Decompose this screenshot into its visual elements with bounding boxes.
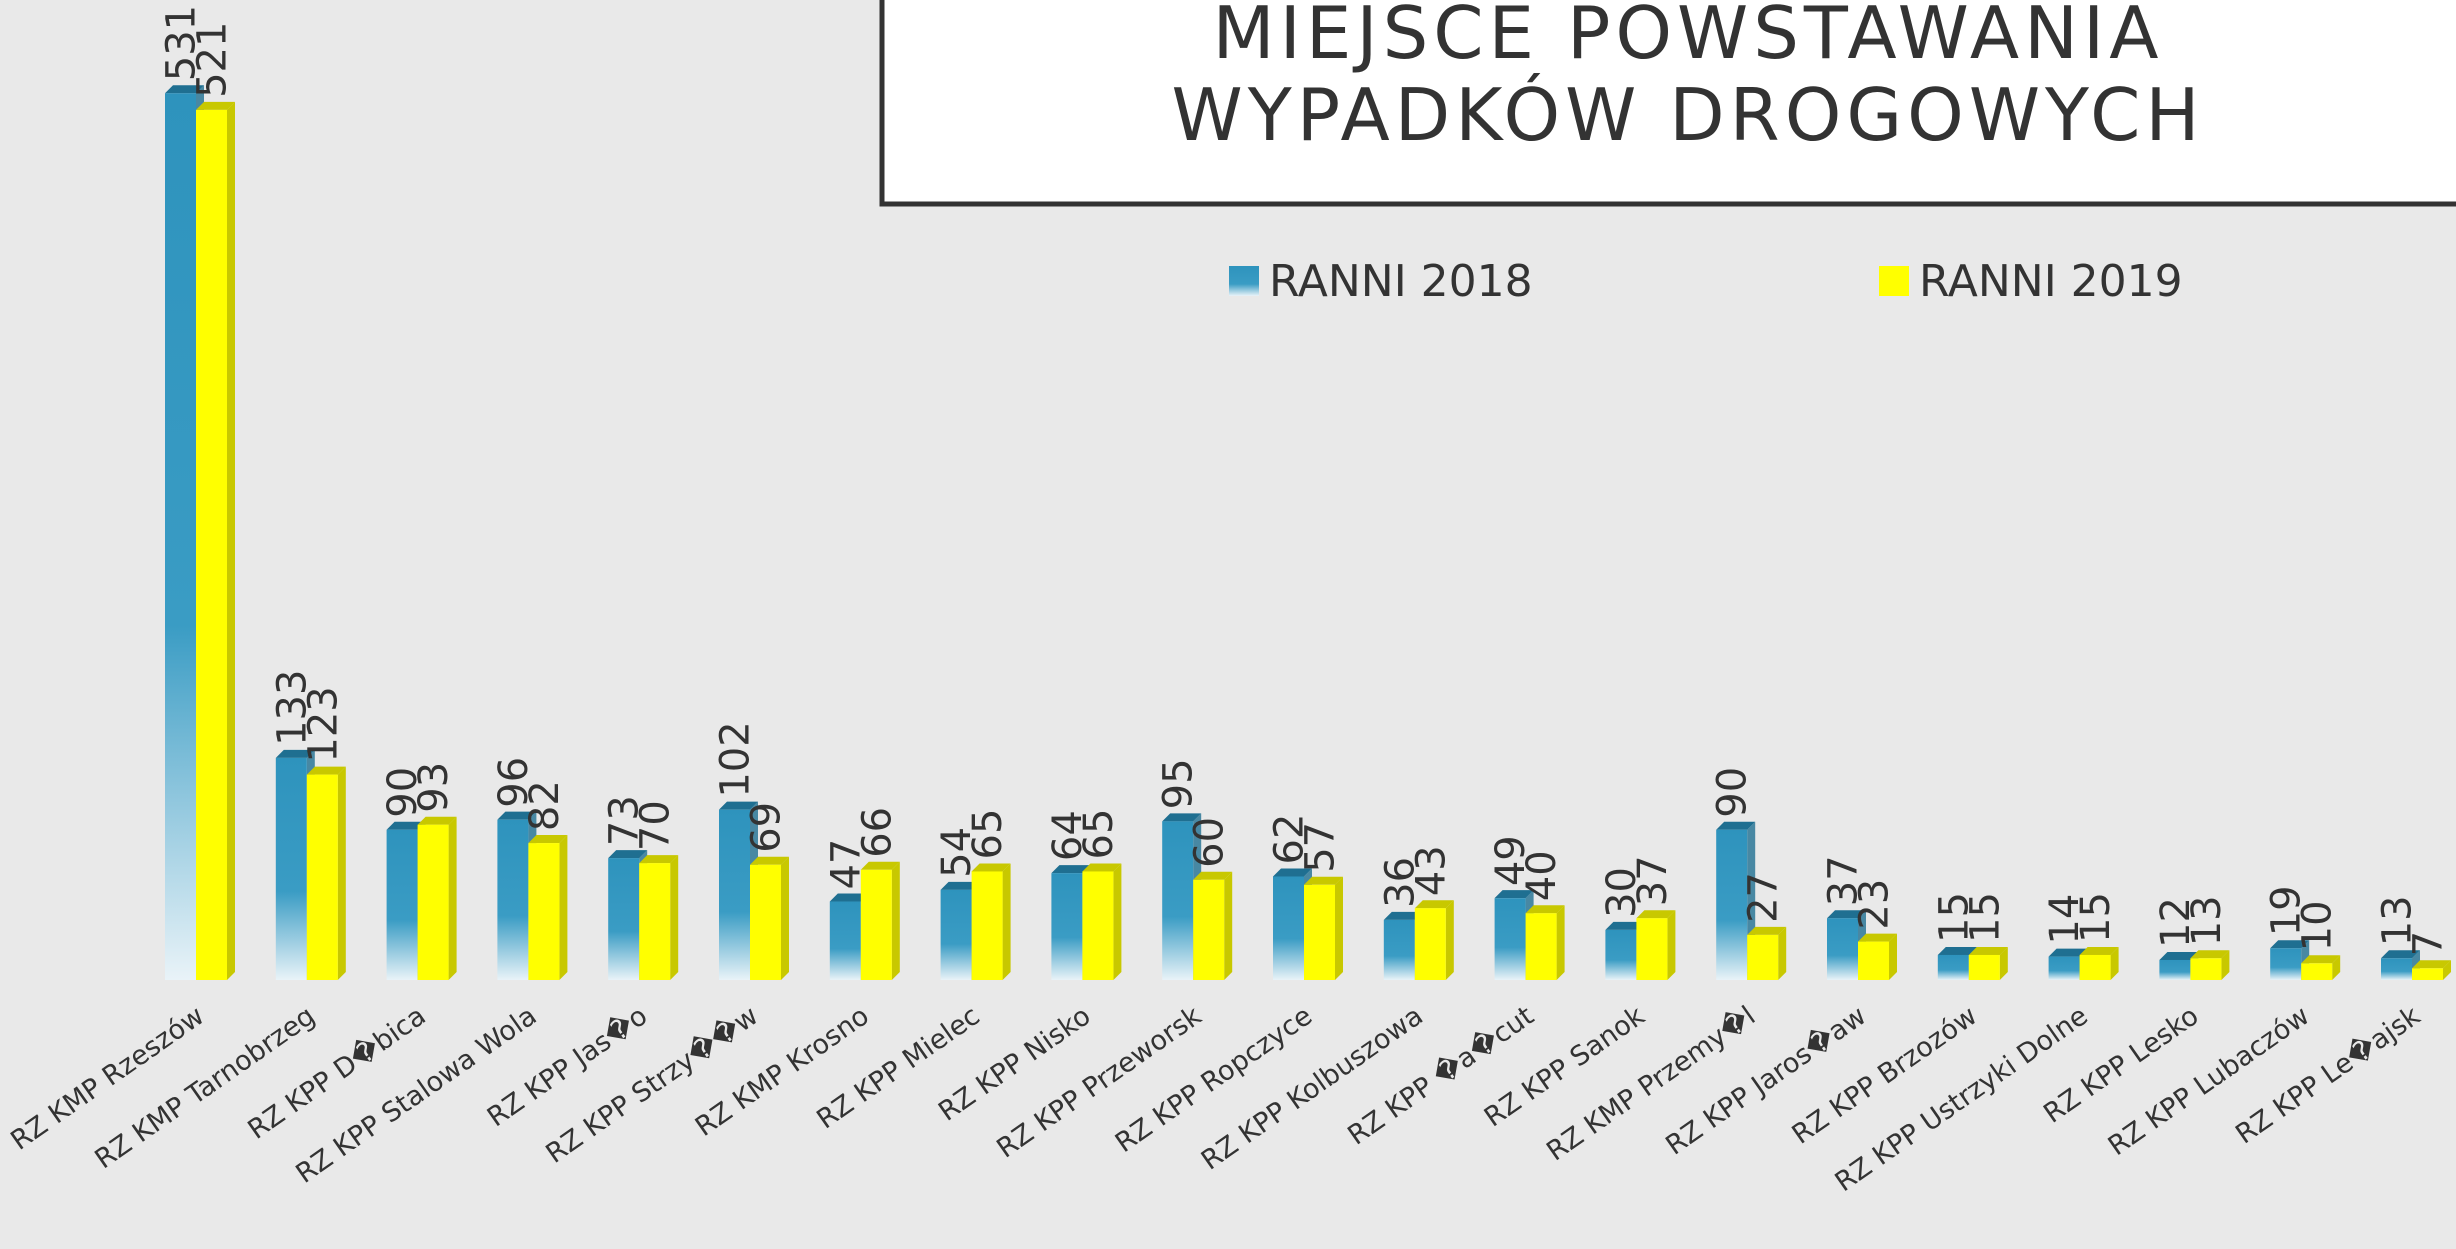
bar-side (1113, 863, 1121, 980)
bar (307, 775, 338, 980)
bar (861, 870, 892, 980)
bar-side (892, 862, 900, 980)
bar (2381, 958, 2412, 980)
value-label: 102 (713, 721, 759, 797)
bar-side (670, 855, 678, 980)
bar (1082, 871, 1113, 980)
bar (830, 902, 861, 980)
bar (1938, 955, 1969, 980)
bar (1969, 955, 2000, 980)
bar (1747, 935, 1778, 980)
value-label: 15 (2073, 892, 2119, 943)
bar (2080, 955, 2111, 980)
bar (165, 93, 196, 980)
bar (1526, 913, 1557, 980)
bar (972, 871, 1003, 980)
value-label: 57 (1298, 822, 1344, 873)
bar (1193, 880, 1224, 980)
value-label: 27 (1741, 872, 1787, 923)
bar (2270, 948, 2301, 980)
bar-side (1667, 910, 1675, 980)
bar (1495, 898, 1526, 980)
value-label: 37 (1630, 855, 1676, 906)
bar (608, 858, 639, 980)
value-label: 69 (744, 802, 790, 853)
value-label: 60 (1187, 817, 1233, 868)
bar-side (781, 857, 789, 980)
bar-side (1778, 927, 1786, 980)
bar (276, 758, 307, 980)
bar-side (1224, 872, 1232, 980)
value-label: 13 (2184, 895, 2230, 946)
bar (387, 830, 418, 980)
bar-side (1003, 863, 1011, 980)
value-label: 82 (522, 780, 568, 831)
value-label: 7 (2406, 931, 2452, 956)
bar (1273, 876, 1304, 980)
bar (1051, 873, 1082, 980)
value-label: 65 (965, 809, 1011, 860)
bar (528, 843, 559, 980)
bar (1384, 920, 1415, 980)
value-label: 43 (1408, 845, 1454, 896)
bar-side (1557, 905, 1565, 980)
bar-side (559, 835, 567, 980)
bar-side (1335, 877, 1343, 980)
bar-side (449, 817, 457, 980)
bar (2049, 957, 2080, 980)
legend-label: RANNI 2019 (1919, 256, 2183, 307)
bar (2159, 960, 2190, 980)
chart: MIEJSCE POWSTAWANIA WYPADKÓW DROGOWYCH R… (0, 0, 2456, 1245)
legend-swatch (1229, 266, 1259, 296)
bar (1304, 885, 1335, 980)
value-label: 93 (411, 762, 457, 813)
chart-title: WYPADKÓW DROGOWYCH (1172, 73, 2205, 157)
bar-side (338, 767, 346, 980)
value-label: 521 (190, 22, 236, 98)
bar (2190, 958, 2221, 980)
bar (1415, 908, 1446, 980)
bar (941, 890, 972, 980)
legend-swatch (1879, 266, 1909, 296)
bar (639, 863, 670, 980)
value-label: 66 (854, 807, 900, 858)
value-label: 70 (633, 800, 679, 851)
value-label: 23 (1852, 879, 1898, 930)
bar (1858, 942, 1889, 980)
bar (497, 820, 528, 980)
bar (750, 865, 781, 980)
bar-side (1446, 900, 1454, 980)
bar (1605, 930, 1636, 980)
chart-title: MIEJSCE POWSTAWANIA (1213, 0, 2164, 75)
bar (418, 825, 449, 980)
value-label: 65 (1076, 809, 1122, 860)
bar (2412, 968, 2443, 980)
legend-label: RANNI 2018 (1269, 256, 1533, 307)
value-label: 123 (300, 686, 346, 762)
bar (2301, 963, 2332, 980)
bar-side (1889, 934, 1897, 980)
value-label: 40 (1519, 850, 1565, 901)
value-label: 15 (1962, 892, 2008, 943)
value-label: 10 (2295, 900, 2341, 951)
page: MIEJSCE POWSTAWANIA WYPADKÓW DROGOWYCH R… (0, 0, 2456, 1245)
bar (1636, 918, 1667, 980)
value-label: 90 (1710, 767, 1756, 818)
bar (196, 110, 227, 980)
bar-side (227, 102, 235, 980)
value-label: 95 (1156, 758, 1202, 809)
